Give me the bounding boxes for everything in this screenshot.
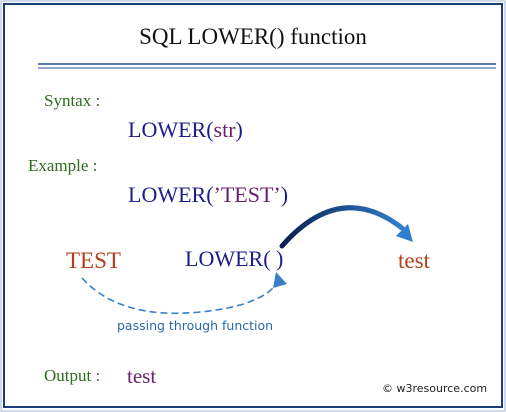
code-arg: ’TEST’ — [214, 182, 281, 207]
syntax-code: LOWER(str) — [128, 117, 243, 142]
flow-caption: passing through function — [117, 318, 273, 333]
dashed-arrow — [81, 277, 279, 315]
arrow-head — [273, 272, 287, 288]
example-label: Example : — [28, 156, 97, 175]
code-part: LOWER( — [128, 117, 214, 142]
code-part: LOWER( — [128, 182, 214, 207]
flow-output: test — [398, 248, 431, 273]
title: SQL LOWER() function — [139, 24, 367, 49]
arrow-head — [396, 224, 413, 242]
example-code: LOWER(’TEST’) — [128, 182, 288, 207]
output-label: Output : — [44, 366, 100, 385]
code-arg: str — [214, 117, 237, 142]
flow-input: TEST — [66, 248, 121, 273]
flow-function: LOWER( ) — [185, 246, 283, 271]
code-part: ) — [281, 182, 288, 207]
output-value: test — [127, 364, 156, 388]
syntax-label: Syntax : — [44, 91, 100, 110]
code-part: ) — [236, 117, 243, 142]
arc-arrow — [279, 205, 405, 249]
credit: © w3resource.com — [382, 382, 487, 395]
frame — [3, 3, 503, 408]
